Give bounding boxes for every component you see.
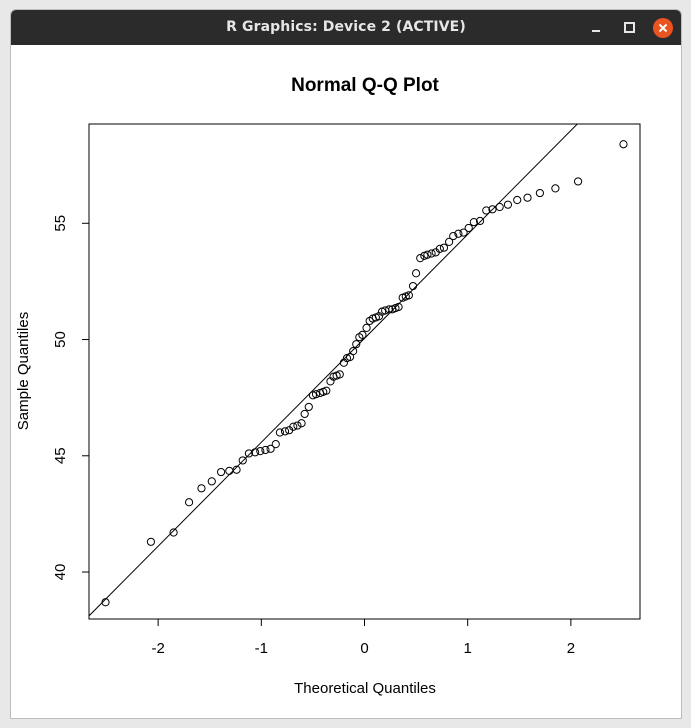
x-tick-label: 1: [464, 640, 472, 657]
data-point: [503, 200, 513, 209]
data-point: [411, 269, 421, 278]
y-axis-label: Sample Quantiles: [15, 312, 32, 430]
data-point: [427, 249, 436, 258]
data-point: [311, 390, 321, 399]
data-point: [439, 243, 449, 252]
data-point: [513, 195, 522, 205]
data-point: [300, 409, 309, 419]
data-point: [394, 302, 403, 312]
close-button[interactable]: [651, 10, 675, 45]
data-point: [551, 184, 560, 193]
data-point: [335, 370, 344, 379]
data-point: [464, 223, 473, 233]
data-point: [349, 347, 358, 356]
data-point: [352, 340, 361, 349]
data-point: [293, 421, 302, 430]
data-point: [495, 202, 504, 212]
data-point: [225, 466, 234, 475]
data-point: [232, 465, 241, 474]
data-point: [482, 206, 491, 215]
data-point: [423, 250, 432, 259]
chart-title: Normal Q-Q Plot: [291, 75, 439, 96]
data-point: [297, 419, 306, 428]
title-bar[interactable]: R Graphics: Device 2 (ACTIVE): [11, 10, 681, 45]
data-point: [261, 445, 270, 455]
data-point: [251, 448, 260, 457]
minimize-button[interactable]: [584, 10, 608, 45]
data-point: [197, 484, 206, 493]
data-point: [573, 177, 583, 186]
close-icon: [653, 17, 673, 38]
data-point: [244, 449, 254, 458]
y-tick-label: 40: [52, 564, 69, 581]
y-tick-label: 50: [52, 331, 69, 348]
data-point: [404, 291, 413, 300]
data-point: [101, 598, 110, 607]
data-point: [475, 216, 485, 226]
data-point: [408, 281, 418, 291]
data-point: [266, 444, 275, 453]
window-title: R Graphics: Device 2 (ACTIVE): [226, 19, 466, 35]
x-tick-label: 2: [567, 640, 575, 657]
data-point: [275, 428, 284, 437]
axes-group: -2 -1 0 1 2 40 45 50 55: [52, 123, 641, 657]
y-tick-label: 55: [52, 215, 69, 232]
x-tick-label: 0: [360, 640, 368, 657]
y-tick-label: 45: [52, 447, 69, 464]
data-point: [488, 205, 497, 214]
data-point: [459, 228, 468, 237]
data-point: [216, 467, 226, 477]
data-point: [289, 422, 298, 431]
data-point: [207, 477, 216, 486]
data-point: [445, 237, 454, 246]
data-point: [146, 537, 156, 546]
data-point: [619, 140, 628, 149]
r-graphics-window: R Graphics: Device 2 (ACTIVE): [10, 9, 682, 719]
data-point: [385, 305, 394, 314]
data-point: [362, 323, 371, 333]
data-point: [454, 229, 463, 238]
data-point: [416, 254, 425, 263]
data-point: [358, 330, 367, 339]
data-point: [271, 440, 280, 449]
plot-frame: [88, 123, 641, 620]
data-point: [256, 447, 265, 456]
data-point: [435, 244, 444, 253]
data-point: [304, 402, 313, 412]
data-point: [184, 498, 194, 507]
data-point: [280, 427, 290, 436]
minimize-icon: [592, 29, 600, 32]
maximize-icon: [623, 22, 635, 33]
data-point: [169, 528, 178, 537]
x-tick-label: -2: [151, 640, 164, 657]
x-tick-label: -1: [255, 640, 268, 657]
data-point: [322, 386, 331, 395]
data-point: [469, 218, 478, 227]
maximize-button[interactable]: [617, 10, 641, 45]
x-axis-label: Theoretical Quantiles: [294, 680, 436, 697]
data-point: [238, 456, 247, 465]
data-point: [535, 188, 545, 198]
data-point: [449, 231, 458, 241]
data-point: [523, 193, 532, 202]
